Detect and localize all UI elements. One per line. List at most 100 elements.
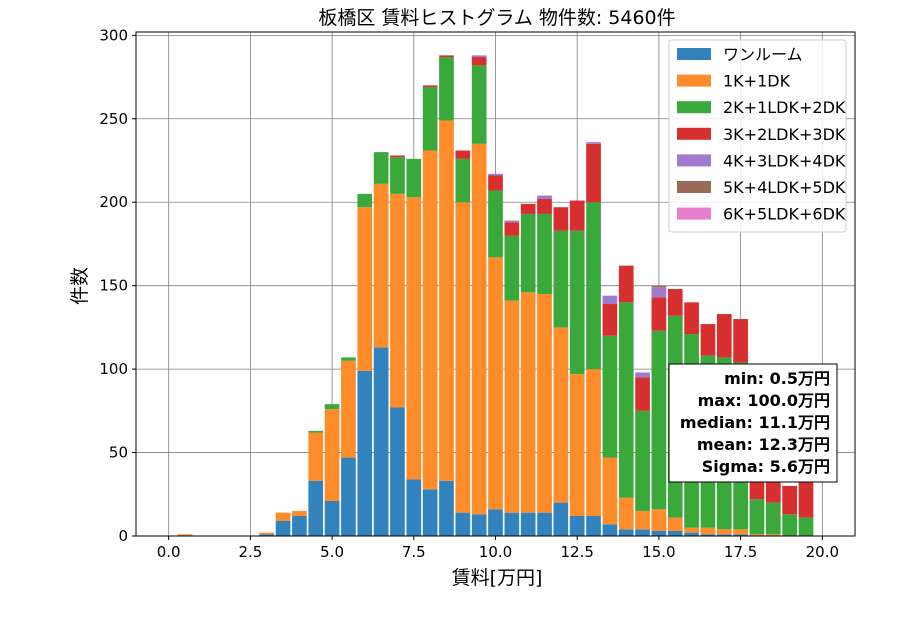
bar-segment — [422, 85, 438, 88]
bar-segment — [520, 213, 536, 293]
bar-segment — [586, 515, 601, 536]
legend-swatch — [677, 74, 711, 87]
bar-segment — [700, 527, 716, 535]
x-tick-label: 0.0 — [157, 543, 181, 561]
bar-segment — [586, 143, 601, 203]
y-axis-title: 件数 — [69, 267, 91, 305]
bar-segment — [520, 512, 536, 536]
bar-segment — [471, 514, 487, 536]
legend: ワンルーム 1K+1DK 2K+1LDK+2DK 3K+2LDK+3DK 4K+3LDK… — [668, 39, 847, 233]
bar-segment — [422, 150, 438, 490]
x-tick-label: 12.5 — [561, 543, 594, 561]
bar-segment — [177, 534, 193, 536]
bar-segment — [439, 57, 454, 121]
bar-segment — [406, 479, 422, 536]
x-tick-label: 20.0 — [806, 543, 839, 561]
bar-segment — [716, 534, 732, 536]
bar-segment — [537, 512, 552, 536]
bar-segment — [684, 527, 699, 533]
bar-segment — [782, 514, 797, 536]
bar-segment — [700, 324, 716, 356]
bar-segment — [488, 173, 503, 176]
chart-title: 板橋区 賃料ヒストグラム 物件数: 5460件 — [318, 7, 675, 29]
bar-segment — [488, 257, 503, 510]
y-tick-label: 200 — [99, 193, 128, 211]
bar-segment — [504, 512, 520, 536]
bar-segment — [373, 152, 389, 184]
bar-segment — [406, 197, 422, 480]
bar-segment — [308, 430, 324, 433]
bar-segment — [422, 87, 438, 151]
bar-segment — [504, 300, 520, 513]
bar-segment — [406, 158, 422, 198]
bar-segment — [341, 360, 356, 458]
bar-segment — [553, 230, 569, 328]
bar-segment — [651, 297, 667, 331]
bar-segment — [488, 190, 503, 258]
stats-box-border — [668, 363, 838, 483]
bar-segment — [292, 510, 307, 516]
bar-segment — [635, 510, 650, 530]
bar-segment — [504, 220, 520, 223]
bar-segment — [635, 529, 650, 536]
y-tick-label: 150 — [99, 277, 128, 295]
bar-segment — [635, 410, 650, 511]
x-tick-label: 15.0 — [642, 543, 675, 561]
x-tick-label: 7.5 — [402, 543, 426, 561]
bar-segment — [422, 489, 438, 536]
legend-label: ワンルーム — [723, 45, 803, 64]
stats-line: mean: 12.3万円 — [697, 435, 830, 454]
bar-segment — [308, 480, 324, 536]
legend-swatch — [677, 101, 711, 114]
bar-segment — [455, 202, 471, 513]
y-tick-label: 100 — [99, 360, 128, 378]
bar-segment — [553, 207, 569, 231]
bar-segment — [618, 497, 634, 530]
bar-segment — [602, 524, 618, 536]
bar-segment — [667, 289, 683, 316]
bar-segment — [635, 377, 650, 411]
x-tick-label: 17.5 — [724, 543, 757, 561]
bar-segment — [700, 534, 716, 536]
bar-segment — [357, 370, 373, 536]
bar-segment — [602, 304, 618, 336]
bar-segment — [569, 374, 585, 516]
bar-segment — [488, 175, 503, 191]
bar-segment — [537, 198, 552, 214]
bar-segment — [390, 407, 405, 536]
bar-segment — [275, 520, 291, 536]
bar-segment — [520, 292, 536, 513]
bar-segment — [602, 335, 618, 458]
bar-segment — [537, 294, 552, 513]
y-tick-label: 50 — [109, 444, 128, 462]
bar-segment — [275, 512, 291, 521]
bar-segment — [733, 534, 748, 536]
bar-segment — [357, 193, 373, 208]
bar-segment — [471, 143, 487, 515]
bar-segment — [651, 287, 667, 298]
bar-segment — [455, 158, 471, 203]
bar-segment — [439, 120, 454, 481]
bar-segment — [324, 404, 340, 410]
bar-segment — [324, 409, 340, 501]
legend-label: 3K+2LDK+3DK — [723, 125, 846, 144]
legend-swatch — [677, 181, 711, 193]
bar-segment — [308, 432, 324, 481]
bar-segment — [667, 530, 683, 536]
bar-segment — [488, 509, 503, 536]
bar-segment — [618, 529, 634, 536]
bar-segment — [684, 532, 699, 536]
x-tick-label: 2.5 — [238, 543, 262, 561]
legend-swatch — [677, 127, 711, 140]
legend-box — [668, 39, 847, 233]
legend-swatch — [677, 154, 711, 167]
bar-segment — [390, 193, 405, 408]
bar-segment — [749, 499, 765, 535]
bar-segment — [439, 480, 454, 536]
legend-label: 4K+3LDK+4DK — [723, 151, 846, 170]
y-tick-label: 0 — [118, 527, 128, 545]
x-tick-label: 5.0 — [320, 543, 344, 561]
bar-segment — [651, 285, 667, 288]
bar-segment — [259, 532, 275, 535]
bar-segment — [471, 65, 487, 144]
